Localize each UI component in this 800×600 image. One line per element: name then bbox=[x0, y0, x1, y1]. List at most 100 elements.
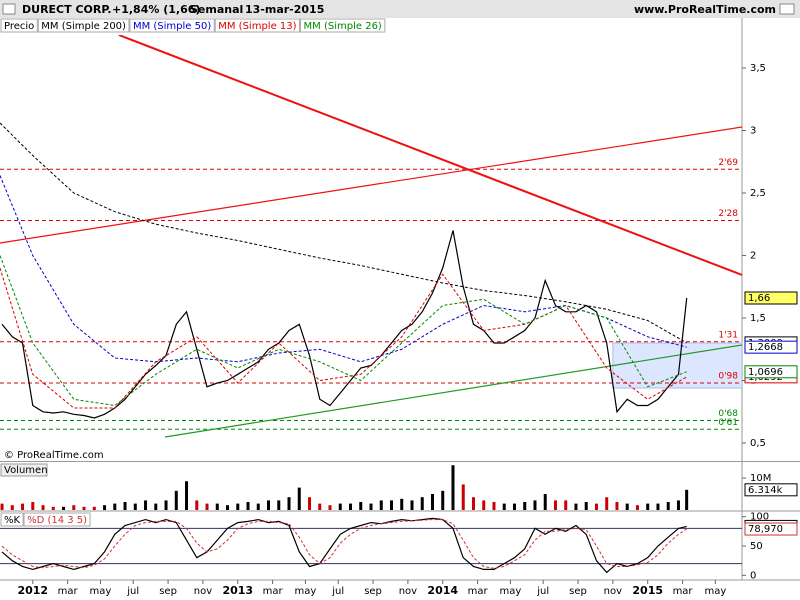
bar bbox=[31, 502, 35, 510]
bar bbox=[174, 490, 178, 510]
zone bbox=[612, 342, 742, 389]
bar bbox=[523, 502, 527, 510]
legend-label: %K bbox=[4, 515, 21, 526]
value-label-box bbox=[744, 365, 798, 379]
series-line bbox=[1, 517, 687, 574]
bar bbox=[318, 503, 322, 510]
bar bbox=[482, 500, 486, 510]
bar bbox=[553, 500, 557, 510]
bar bbox=[103, 505, 107, 510]
bar bbox=[359, 502, 363, 510]
x-tick-label: may bbox=[499, 586, 521, 597]
bar bbox=[400, 498, 404, 510]
bar bbox=[10, 505, 14, 510]
x-tick-label: nov bbox=[194, 586, 212, 597]
bar bbox=[533, 500, 537, 510]
bar bbox=[133, 503, 137, 510]
legend-label: MM (Simple 26) bbox=[304, 21, 382, 32]
bar bbox=[144, 500, 148, 510]
plot-area bbox=[0, 517, 742, 574]
bar bbox=[195, 500, 199, 510]
bar bbox=[62, 506, 66, 510]
value-label: 1,66 bbox=[748, 293, 770, 304]
bar bbox=[123, 502, 127, 510]
bar bbox=[389, 500, 393, 510]
x-tick-label: mar bbox=[468, 586, 489, 597]
bar bbox=[51, 506, 55, 510]
x-tick-label: 2015 bbox=[632, 584, 663, 597]
series-line bbox=[0, 122, 687, 344]
x-tick-label: jul bbox=[536, 586, 549, 597]
legend-box bbox=[0, 512, 24, 527]
legend-box bbox=[37, 18, 130, 33]
level-label: 0'61 bbox=[718, 418, 738, 428]
period: Semanal bbox=[190, 3, 243, 16]
bar bbox=[635, 505, 639, 510]
bar bbox=[666, 502, 670, 510]
bar bbox=[308, 497, 312, 510]
bar bbox=[605, 497, 609, 510]
bar bbox=[41, 505, 45, 510]
y-tick-label: 100 bbox=[750, 512, 769, 523]
bar bbox=[21, 503, 25, 510]
date: 13-mar-2015 bbox=[245, 3, 324, 16]
x-tick-label: sep bbox=[364, 586, 382, 597]
legend-label: MM (Simple 13) bbox=[218, 21, 296, 32]
bar bbox=[685, 489, 689, 510]
y-tick-label: 0,5 bbox=[750, 438, 766, 449]
series-line bbox=[0, 267, 687, 409]
x-tick-label: jul bbox=[126, 586, 139, 597]
bar bbox=[215, 503, 219, 510]
bar bbox=[410, 500, 414, 510]
bar bbox=[246, 502, 250, 510]
legend-label: Precio bbox=[4, 21, 34, 32]
bar bbox=[164, 500, 168, 510]
legend-box bbox=[214, 18, 301, 33]
bar bbox=[594, 503, 598, 510]
value-label: 6.314k bbox=[748, 485, 783, 496]
panel: 3,532,521,510,52'692'281'310'980'680'611… bbox=[0, 18, 798, 449]
bar bbox=[512, 503, 516, 510]
level-label: 2'69 bbox=[718, 158, 738, 168]
legend-box bbox=[0, 18, 38, 33]
value-label-box bbox=[744, 522, 798, 536]
bar bbox=[646, 503, 650, 510]
window-button[interactable] bbox=[779, 3, 795, 15]
value-label: 1,2668 bbox=[748, 342, 783, 353]
y-tick-label: 3 bbox=[750, 126, 756, 137]
value-label: 1,0696 bbox=[748, 367, 783, 378]
bar bbox=[113, 503, 117, 510]
y-tick-label: 1,5 bbox=[750, 313, 766, 324]
value-label-box bbox=[744, 291, 798, 305]
x-tick-label: sep bbox=[159, 586, 177, 597]
bar bbox=[441, 490, 445, 510]
y-tick-label: 0 bbox=[750, 570, 756, 581]
y-tick-label: 3,5 bbox=[750, 63, 766, 74]
bar bbox=[379, 500, 383, 510]
bar bbox=[72, 505, 76, 510]
bar bbox=[574, 503, 578, 510]
x-tick-label: sep bbox=[569, 586, 587, 597]
bar bbox=[430, 494, 434, 510]
legend-label: MM (Simple 200) bbox=[41, 21, 126, 32]
panel: 10050083,43378,970%K%D (14 3 5) bbox=[0, 512, 798, 581]
y-tick-label: 2 bbox=[750, 251, 756, 262]
level-label: 1'31 bbox=[718, 330, 738, 340]
bar bbox=[256, 503, 260, 510]
bar bbox=[287, 497, 291, 510]
bar bbox=[564, 500, 568, 510]
menu-icon[interactable] bbox=[2, 3, 16, 15]
change: +1,84% (1,66) bbox=[112, 3, 200, 16]
bar bbox=[420, 497, 424, 510]
bar bbox=[676, 500, 680, 510]
level-label: 0'98 bbox=[718, 372, 738, 382]
x-tick-label: mar bbox=[58, 586, 79, 597]
y-tick-label: 2,5 bbox=[750, 188, 766, 199]
copyright: © ProRealTime.com bbox=[4, 450, 104, 461]
bar bbox=[185, 481, 189, 510]
level-label: 0'68 bbox=[718, 409, 738, 419]
x-tick-label: mar bbox=[263, 586, 284, 597]
